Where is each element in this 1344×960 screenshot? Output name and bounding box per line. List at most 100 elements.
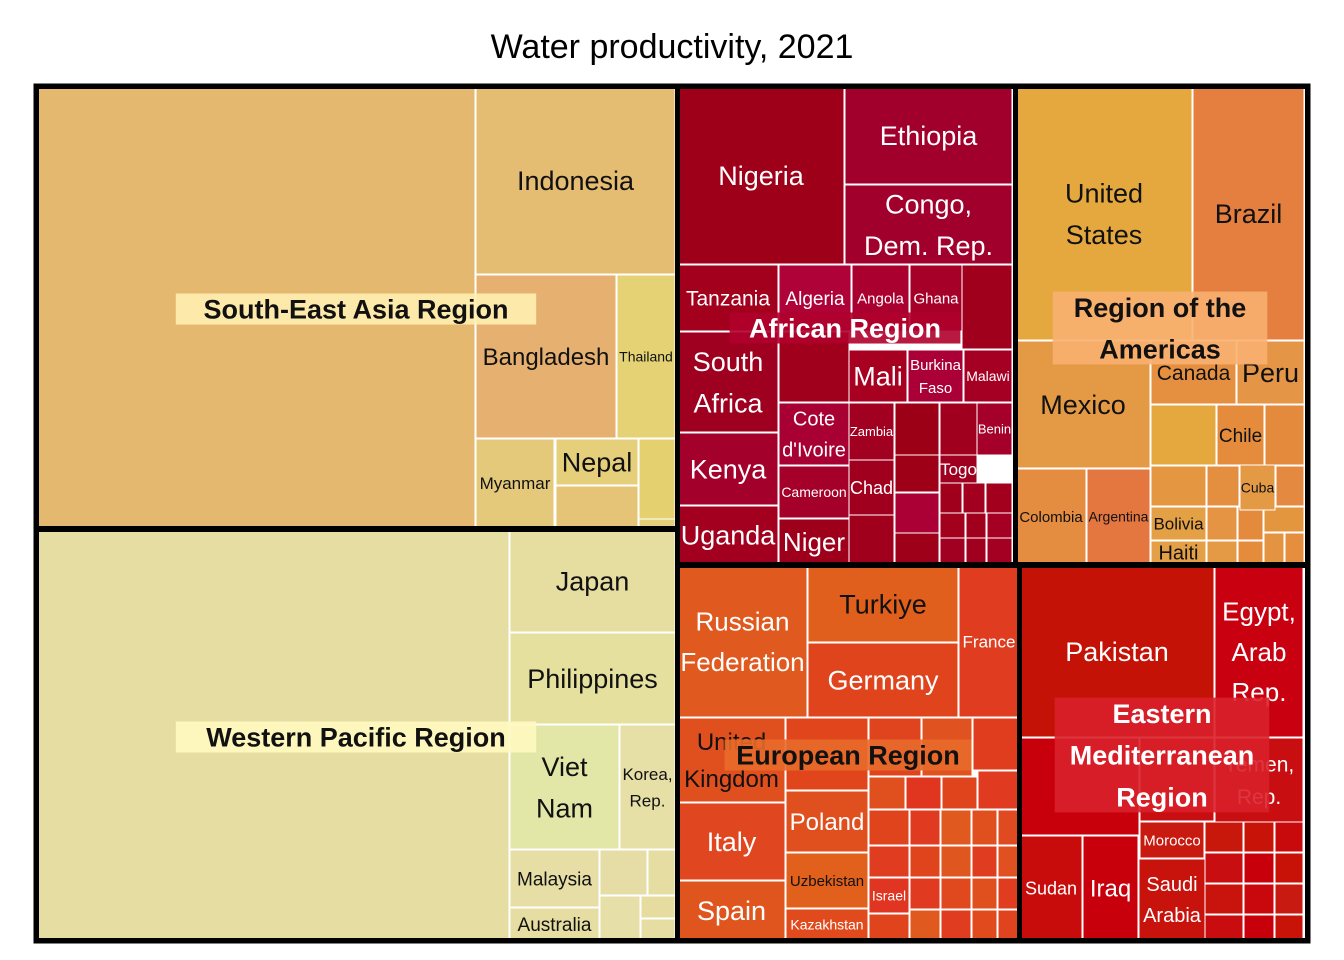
treemap-tile-eastern-mediterranean-region-minor-11 bbox=[1204, 914, 1244, 941]
country-label-cote-d-ivoire: Cote d'Ivoire bbox=[782, 409, 846, 462]
treemap-tile-african-region-minor-13 bbox=[986, 512, 1013, 539]
country-label-indonesia: Indonesia bbox=[517, 166, 635, 196]
treemap-tile-european-region-minor-7 bbox=[977, 770, 1020, 810]
treemap-tile-iraq bbox=[1082, 835, 1139, 941]
treemap-tile-european-region-minor-14 bbox=[909, 845, 941, 878]
country-label-sudan: Sudan bbox=[1025, 878, 1077, 898]
treemap-tile-eastern-mediterranean-region-minor-6 bbox=[1243, 852, 1275, 884]
treemap-tile-region-of-the-americas-minor-10 bbox=[1263, 532, 1285, 565]
treemap-tile-region-of-the-americas-minor-2 bbox=[1150, 465, 1207, 507]
country-label-nigeria: Nigeria bbox=[718, 161, 805, 191]
country-label-philippines: Philippines bbox=[527, 664, 658, 694]
treemap-tile-region-of-the-americas-minor-6 bbox=[1237, 506, 1264, 541]
treemap-tile-african-region-minor-5 bbox=[894, 492, 940, 534]
region-label-region-of-the-americas: Region of the Americas bbox=[1074, 293, 1246, 365]
treemap-tile-european-region-minor-24 bbox=[940, 909, 972, 941]
treemap-tile-mali bbox=[848, 349, 908, 403]
country-label-bolivia: Bolivia bbox=[1153, 515, 1204, 534]
region-label-european-region: European Region bbox=[736, 741, 960, 771]
treemap-tile-nigeria bbox=[677, 86, 845, 265]
treemap-tile-european-region-minor-12 bbox=[997, 809, 1020, 846]
region-label-bg-western-pacific-region bbox=[175, 721, 537, 753]
country-label-malawi: Malawi bbox=[966, 368, 1010, 384]
country-label-united-states: United States bbox=[1065, 178, 1143, 250]
country-label-viet-nam: Viet Nam bbox=[536, 752, 593, 824]
country-label-burkina-faso: Burkina Faso bbox=[910, 357, 962, 397]
treemap-frame bbox=[33, 83, 1311, 944]
treemap-tile-chile bbox=[1216, 404, 1265, 466]
region-label-bg-eastern-mediterranean-region bbox=[1054, 697, 1270, 813]
treemap-tile-eastern-mediterranean-region-minor-3 bbox=[1243, 821, 1275, 853]
treemap-tile-togo bbox=[939, 454, 978, 484]
treemap-tile-african-region-minor-16 bbox=[986, 537, 1013, 565]
treemap-tile-bolivia bbox=[1150, 506, 1207, 541]
treemap-tile-south-east-asia-region-minor-0 bbox=[638, 438, 676, 520]
treemap-tile-african-region-minor-12 bbox=[965, 512, 987, 539]
treemap-tile-israel bbox=[868, 877, 910, 914]
country-label-chile: Chile bbox=[1219, 426, 1262, 447]
country-label-benin: Benin bbox=[978, 422, 1011, 437]
country-label-kazakhstan: Kazakhstan bbox=[790, 917, 863, 933]
treemap-tile-niger bbox=[778, 518, 850, 565]
country-label-haiti: Haiti bbox=[1158, 543, 1198, 565]
treemap-tile-congo-dem-rep bbox=[844, 184, 1013, 265]
country-label-saudi-arabia: Saudi Arabia bbox=[1143, 874, 1202, 927]
treemap-tile-nepal bbox=[555, 438, 639, 486]
country-label-japan: Japan bbox=[556, 567, 630, 597]
country-label-brazil: Brazil bbox=[1215, 199, 1283, 229]
treemap-tile-saudi-arabia bbox=[1138, 858, 1206, 941]
treemap-tile-uzbekistan bbox=[785, 852, 869, 909]
country-label-morocco: Morocco bbox=[1143, 832, 1201, 849]
treemap-tile-african-region-minor-15 bbox=[965, 537, 987, 565]
treemap-tile-african-region-minor-10 bbox=[894, 532, 940, 565]
treemap-tile-germany bbox=[807, 642, 959, 718]
country-label-niger: Niger bbox=[783, 527, 845, 557]
region-label-south-east-asia-region: South-East Asia Region bbox=[203, 295, 508, 325]
country-label-chad: Chad bbox=[850, 478, 893, 498]
treemap-tile-region-of-the-americas-minor-3 bbox=[1206, 465, 1240, 507]
region-label-eastern-mediterranean-region: Eastern Mediterranean Region bbox=[1070, 699, 1255, 813]
treemap-tile-european-region-minor-20 bbox=[971, 877, 998, 910]
treemap-tile-african-region-minor-6 bbox=[939, 482, 963, 514]
treemap-tile-european-region-minor-22 bbox=[868, 913, 910, 941]
country-label-iraq: Iraq bbox=[1090, 876, 1131, 903]
country-label-angola: Angola bbox=[857, 290, 904, 307]
country-label-egypt-arab-rep: Egypt, Arab Rep. bbox=[1222, 597, 1296, 708]
country-label-korea-rep: Korea, Rep. bbox=[622, 765, 672, 810]
treemap-tile-african-region-minor-4 bbox=[894, 454, 940, 493]
treemap-tile-eastern-mediterranean-region-minor-8 bbox=[1204, 883, 1244, 915]
country-label-nepal: Nepal bbox=[562, 448, 633, 478]
treemap-tile-western-pacific-region-minor-1 bbox=[647, 849, 676, 896]
country-label-canada: Canada bbox=[1157, 362, 1231, 385]
treemap-tile-african-region-minor-2 bbox=[894, 402, 940, 456]
treemap-tile-european-region-minor-15 bbox=[940, 845, 972, 878]
treemap-tile-sudan bbox=[1019, 835, 1083, 941]
country-label-uganda: Uganda bbox=[681, 521, 777, 551]
country-label-russian-federation: Russian Federation bbox=[680, 607, 804, 677]
treemap-tile-western-pacific-region-minor-3 bbox=[640, 895, 676, 919]
treemap-tile-european-region-minor-3 bbox=[972, 717, 1020, 771]
treemap-tile-african-region-minor-9 bbox=[848, 514, 895, 565]
country-label-bangladesh: Bangladesh bbox=[483, 344, 610, 371]
treemap-tile-african-region-minor-11 bbox=[939, 512, 966, 539]
treemap-tile-region-of-the-americas-minor-11 bbox=[1284, 532, 1305, 565]
treemap-tile-region-of-the-americas-minor-5 bbox=[1206, 506, 1238, 541]
country-label-ethiopia: Ethiopia bbox=[880, 121, 979, 151]
country-label-poland: Poland bbox=[790, 809, 865, 836]
treemap-tile-region-of-the-americas-minor-0 bbox=[1150, 404, 1217, 466]
country-label-thailand: Thailand bbox=[619, 349, 673, 365]
treemap-tile-zambia bbox=[848, 402, 895, 461]
treemap-tile-ethiopia bbox=[844, 86, 1013, 185]
country-label-myanmar: Myanmar bbox=[480, 474, 551, 493]
treemap-tile-african-region-minor-7 bbox=[962, 482, 986, 514]
treemap-tile-burkina-faso bbox=[907, 349, 964, 403]
treemap-tile-spain bbox=[677, 880, 786, 941]
treemap-tile-african-region-minor-14 bbox=[939, 537, 966, 565]
treemap-tile-african-region-minor-0 bbox=[961, 264, 1013, 350]
treemap-tile-benin bbox=[976, 402, 1013, 456]
treemap-tile-cote-d-ivoire bbox=[778, 402, 850, 466]
treemap-tile-poland bbox=[785, 790, 869, 853]
treemap-tile-chad bbox=[848, 459, 895, 516]
treemap-tile-western-pacific-region-minor-4 bbox=[640, 918, 676, 941]
treemap-tile-european-region-minor-19 bbox=[940, 877, 972, 910]
